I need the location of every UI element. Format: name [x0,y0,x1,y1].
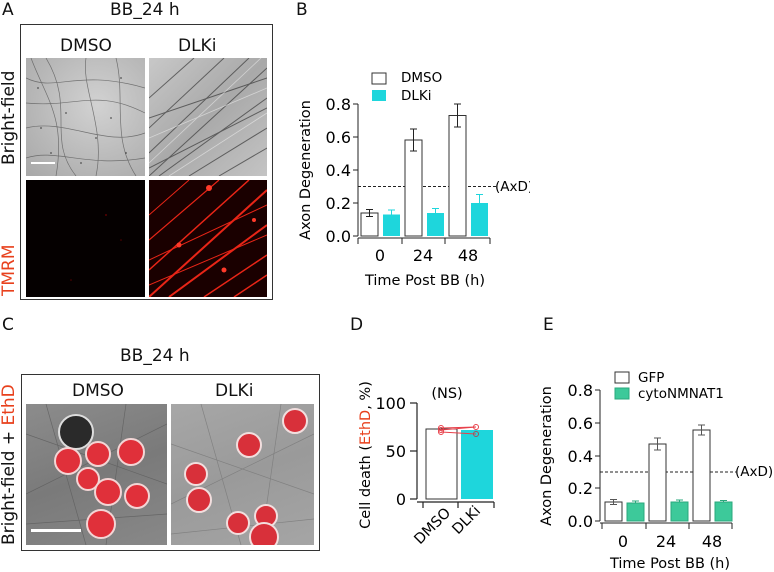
panel-a-col-dlki: DLKi [178,36,217,56]
svg-text:0: 0 [396,490,406,509]
svg-text:0.8: 0.8 [568,381,593,400]
panel-e-ylabel: Axon Degeneration [539,386,555,526]
panel-b-ylabel: Axon Degeneration [298,100,314,240]
brightfield-ethd-dlki-image [171,404,314,545]
legend-label-cytonmnat1: cytoNMNAT1 [638,386,724,402]
panel-b-xlabel: Time Post BB (h) [364,273,485,289]
brightfield-dmso-image [26,58,145,176]
panel-a-col-dmso: DMSO [60,36,112,56]
legend-swatch-gfp [614,371,630,384]
svg-text:0.6: 0.6 [326,128,351,147]
svg-text:0.8: 0.8 [326,95,351,114]
svg-text:24: 24 [413,246,433,265]
svg-text:50: 50 [386,442,406,461]
legend-label-gfp: GFP [638,370,664,386]
svg-text:0.0: 0.0 [326,227,351,246]
panel-c-side-label: Bright-field + EthD [0,384,19,545]
svg-text:0.4: 0.4 [326,161,351,180]
side-label-ethd: EthD [0,384,19,426]
panel-e-xlabel: Time Post BB (h) [609,556,730,572]
panel-a-frame [20,24,273,300]
dim-signal-texture-icon [70,214,122,281]
cell-cluster-icon [26,404,167,545]
svg-text:0.4: 0.4 [568,447,593,466]
axon-bundle-texture-icon [149,58,267,176]
tmrm-dlki-image [149,180,267,297]
svg-text:0.2: 0.2 [326,194,351,213]
panel-a-title: BB_24 h [110,0,180,20]
svg-text:48: 48 [458,246,478,265]
tmrm-dmso-image [26,180,145,297]
panel-c-letter: C [2,315,14,335]
brightfield-dlki-image [149,58,267,176]
brightfield-ethd-dmso-image [26,404,167,545]
panel-d-chart: (NS) 100 50 0 Cell death (EthD, %) DMSO DL… [358,381,495,548]
panel-e-chart: GFP cytoNMNAT1 0.8 0.6 0.4 0.2 0.0 Axon Deg… [539,370,773,572]
panel-a-row-brightfield: Bright-field [0,70,19,165]
panel-d-annotation: (NS) [431,386,462,402]
svg-text:100: 100 [375,394,406,413]
legend-swatch-cytonmnat1 [614,387,630,400]
side-label-brightfield: Bright-field + [0,425,19,545]
panel-b-letter: B [296,0,308,20]
panel-a-letter: A [2,0,14,20]
panel-d-xtick-dmso: DMSO [412,505,455,548]
svg-text:0.6: 0.6 [568,414,593,433]
svg-text:0.0: 0.0 [568,512,593,531]
svg-text:0: 0 [618,532,628,551]
svg-text:0.2: 0.2 [568,479,593,498]
panel-b-threshold-label: (AxD) [495,179,530,195]
panel-b-chart: DMSO DLKi 0.8 0.6 0.4 0.2 0.0 Axon Degenera… [298,70,530,289]
legend-swatch-dmso [371,72,387,85]
legend-label-dlki: DLKi [401,88,432,104]
svg-text:48: 48 [702,532,722,551]
panel-d-letter: D [350,315,364,335]
svg-text:0: 0 [375,246,385,265]
legend-swatch-dlki [372,90,386,101]
red-axon-texture-icon [149,180,267,297]
scattered-cells-icon [171,404,314,545]
panel-d-xtick-dlki: DLKi [450,503,484,537]
panel-e-threshold-label: (AxD) [735,464,773,480]
panel-a-row-tmrm: TMRM [0,244,19,296]
panel-e-letter: E [543,315,554,335]
panel-c-frame [21,374,320,551]
neurite-texture-icon [26,58,145,176]
panel-c-title: BB_24 h [120,346,190,366]
panel-c-col-dlki: DLKi [215,381,254,401]
legend-label-dmso: DMSO [401,70,442,86]
panel-d-ylabel: Cell death (EthD, %) [358,381,374,529]
svg-text:24: 24 [656,532,676,551]
panel-c-col-dmso: DMSO [72,381,124,401]
